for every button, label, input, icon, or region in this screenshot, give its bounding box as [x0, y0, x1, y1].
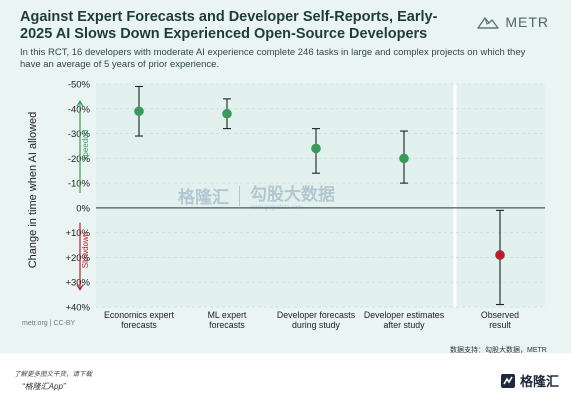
brand-text: 格隆汇	[519, 374, 559, 389]
y-axis: -50% -40% -30% -20% -10% 0% +10% +20% +30% +40%	[65, 80, 90, 314]
data-point	[222, 108, 232, 119]
x-tick-label: Economics expert	[104, 310, 174, 320]
y-tick-label: -50%	[68, 80, 91, 91]
direction-arrows: Speedup Slowdown	[76, 100, 90, 291]
metr-logo: METR	[477, 14, 549, 30]
y-tick-label: +10%	[65, 228, 90, 239]
slowdown-arrowhead	[76, 284, 84, 291]
data-point	[495, 250, 505, 260]
x-tick-label: ML expert	[208, 310, 247, 320]
y-axis-label: Change in time when AI allowed	[27, 112, 39, 269]
mountain-icon	[477, 17, 500, 29]
x-tick-label: Developer estimates	[364, 310, 445, 320]
chart-subtitle: In this RCT, 16 developers with moderate…	[20, 47, 526, 70]
y-tick-label: -20%	[68, 154, 91, 165]
chart-title: Against Expert Forecasts and Developer S…	[20, 9, 438, 42]
footer-app-name: “格隆汇App”	[22, 382, 66, 391]
y-tick-label: -10%	[68, 179, 91, 190]
x-tick-label: result	[489, 320, 511, 330]
chart-plot: -50% -40% -30% -20% -10% 0% +10% +20% +30% +40% S…	[27, 80, 545, 330]
y-tick-label: +20%	[65, 253, 90, 264]
x-tick-label: during study	[292, 320, 341, 330]
speedup-arrowhead	[76, 100, 84, 107]
speedup-label: Speedup	[81, 129, 90, 162]
plot-area	[96, 84, 545, 307]
x-tick-label: forecasts	[209, 320, 245, 330]
y-tick-label: -30%	[68, 129, 91, 140]
error-bars	[135, 85, 504, 306]
data-points	[134, 106, 505, 260]
x-tick-label: Observed	[481, 310, 519, 320]
y-tick-label: 0%	[76, 203, 90, 214]
footer-note: 了解更多图文干货，请下载	[14, 371, 92, 378]
data-source: 数据支持：勾股大数据，METR	[450, 347, 547, 354]
x-tick-label: Developer forecasts	[277, 310, 356, 320]
credit-text: metr.org | CC-BY	[22, 320, 76, 327]
y-tick-label: +30%	[65, 278, 90, 289]
y-tick-label: +40%	[65, 303, 90, 314]
plot-background	[96, 84, 545, 307]
grid-lines	[96, 83, 545, 308]
footer-brand: 格隆汇	[500, 371, 559, 390]
y-tick-label: -40%	[68, 104, 91, 115]
slowdown-label: Slowdown	[81, 232, 90, 268]
data-point	[399, 153, 409, 164]
x-tick-label: after study	[383, 320, 425, 330]
x-tick-label: forecasts	[121, 320, 157, 330]
data-point	[134, 106, 144, 117]
logo-text: METR	[505, 14, 549, 30]
data-point	[311, 143, 321, 154]
brand-logo-icon	[500, 373, 515, 388]
